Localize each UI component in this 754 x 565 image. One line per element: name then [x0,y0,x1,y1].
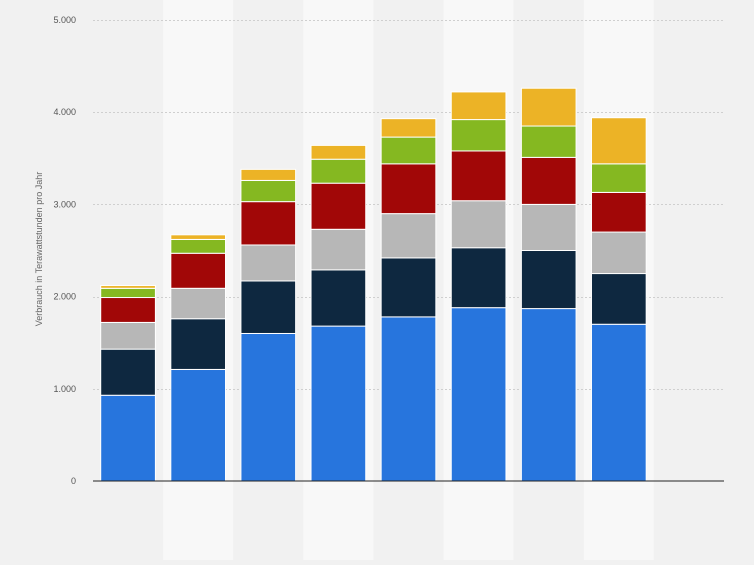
bar-segment-4[interactable] [310,182,367,230]
bar-segment-3[interactable] [380,213,437,259]
bar-segment-6[interactable] [100,285,156,289]
bar-segment-6[interactable] [240,168,297,181]
bar-segment-2[interactable] [310,269,367,327]
bar-segment-5[interactable] [450,119,507,152]
bar-segment-3[interactable] [450,200,507,249]
bar-segment-4[interactable] [520,156,577,205]
bar-segment-4[interactable] [380,163,437,215]
column-band [653,0,724,560]
bar-segment-3[interactable] [520,203,577,251]
y-tick-label: 1.000 [53,384,76,394]
bar-segment-3[interactable] [590,231,647,275]
bar-segment-2[interactable] [450,247,507,309]
bar-segment-3[interactable] [170,287,227,320]
bar-segment-6[interactable] [450,91,507,121]
bar-segment-6[interactable] [590,117,647,165]
bar-segment-1[interactable] [380,316,437,482]
bar-segment-1[interactable] [240,332,297,482]
bar-segment-6[interactable] [520,87,577,127]
bar-segment-2[interactable] [100,348,156,396]
bar-segment-4[interactable] [100,297,156,323]
bar-segment-1[interactable] [100,394,156,482]
y-tick-label: 4.000 [53,107,76,117]
bar-segment-5[interactable] [310,158,367,184]
bar-segment-6[interactable] [170,234,227,240]
bar-segment-5[interactable] [520,125,577,158]
bar-segment-4[interactable] [240,201,297,246]
bars [100,87,647,482]
bar-segment-3[interactable] [310,228,367,271]
bar-segment-5[interactable] [100,287,156,299]
bar-segment-5[interactable] [590,163,647,193]
bar-segment-6[interactable] [380,118,437,138]
bar-segment-5[interactable] [170,238,227,254]
y-tick-label: 5.000 [53,15,76,25]
bar-segment-3[interactable] [240,244,297,282]
bar-segment-4[interactable] [590,191,647,233]
bar-segment-4[interactable] [450,150,507,202]
bar-segment-5[interactable] [240,179,297,203]
bar-segment-1[interactable] [590,323,647,482]
bar-segment-1[interactable] [310,325,367,482]
bar-segment-3[interactable] [100,321,156,350]
bar-segment-2[interactable] [590,273,647,325]
bar-segment-2[interactable] [380,257,437,318]
bar-segment-1[interactable] [450,307,507,482]
bar-segment-2[interactable] [240,280,297,334]
bar-segment-4[interactable] [170,252,227,289]
bar-segment-5[interactable] [380,136,437,165]
y-axis-label: Verbrauch in Terawattstunden pro Jahr [34,172,44,326]
bar-segment-2[interactable] [170,318,227,370]
y-tick-label: 0 [71,476,76,486]
bar-segment-1[interactable] [520,308,577,482]
bar-segment-2[interactable] [520,250,577,310]
bar-segment-6[interactable] [310,144,367,160]
y-tick-label: 3.000 [53,199,76,209]
y-tick-labels: 0 1.000 2.000 3.000 4.000 5.000 [53,15,76,486]
bar-segment-1[interactable] [170,368,227,482]
y-tick-label: 2.000 [53,292,76,302]
